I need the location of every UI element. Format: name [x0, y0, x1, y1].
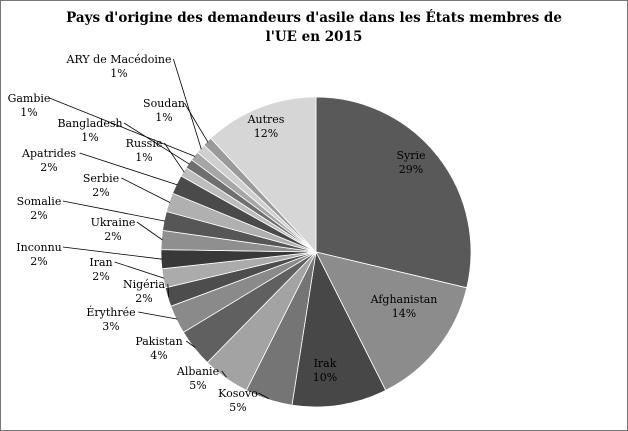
- slice-label-syrie: Syrie 29%: [396, 149, 425, 176]
- leader-line-iran: [114, 261, 165, 279]
- leader-line-somalie: [62, 200, 166, 222]
- pie-slice-autres: [210, 96, 317, 254]
- leader-line-ary-de-macedoine: [173, 58, 202, 150]
- slice-label-inconnu: Inconnu 2%: [16, 241, 61, 268]
- slice-label-bangladesh: Bangladesh 1%: [57, 117, 122, 144]
- slice-label-ukraine: Ukraine 2%: [91, 216, 136, 243]
- slice-label-serbie: Serbie 2%: [83, 172, 119, 199]
- leader-line-erythree: [138, 311, 178, 320]
- leader-line-serbie: [121, 177, 171, 203]
- leader-line-albanie: [221, 370, 227, 378]
- leader-line-soudan: [184, 102, 209, 143]
- slice-label-gambie: Gambie 1%: [8, 92, 51, 119]
- leader-line-apatrides: [79, 152, 178, 186]
- leader-line-pakistan: [185, 340, 196, 348]
- slice-label-autres: Autres 12%: [247, 113, 285, 140]
- leader-line-bangladesh: [123, 122, 190, 165]
- pie-slice-irak: [291, 250, 387, 408]
- slice-label-ary-de-macedoine: ARY de Macédoine 1%: [66, 53, 172, 80]
- slice-label-soudan: Soudan 1%: [143, 97, 185, 124]
- slice-label-albanie: Albanie 5%: [176, 365, 219, 392]
- slice-label-russie: Russie 1%: [126, 137, 163, 164]
- pie-slice-syrie: [315, 96, 472, 289]
- chart-title-line-2: l'UE en 2015: [265, 29, 363, 45]
- leader-line-nigeria: [167, 283, 170, 297]
- slice-label-erythree: Érythrée 3%: [86, 305, 135, 333]
- slice-label-afghanistan: Afghanistan 14%: [370, 293, 438, 320]
- slice-label-somalie: Somalie 2%: [17, 195, 62, 222]
- slice-label-iran: Iran 2%: [89, 256, 112, 283]
- slice-label-kosovo: Kosovo 5%: [218, 387, 258, 414]
- pie-slice-afghanistan: [315, 251, 468, 391]
- leader-line-gambie: [49, 97, 196, 157]
- slice-label-pakistan: Pakistan 4%: [135, 335, 182, 362]
- slice-label-irak: Irak 10%: [313, 357, 337, 384]
- leader-line-kosovo: [258, 392, 270, 399]
- leader-line-russie: [164, 142, 185, 173]
- leader-line-ukraine: [136, 221, 163, 241]
- leader-line-inconnu: [62, 246, 163, 260]
- chart-title-line-1: Pays d'origine des demandeurs d'asile da…: [66, 10, 562, 26]
- chart-title: Pays d'origine des demandeurs d'asile da…: [1, 9, 627, 47]
- slice-label-nigeria: Nigéria 2%: [123, 278, 165, 305]
- slice-label-apatrides: Apatrides 2%: [21, 147, 76, 174]
